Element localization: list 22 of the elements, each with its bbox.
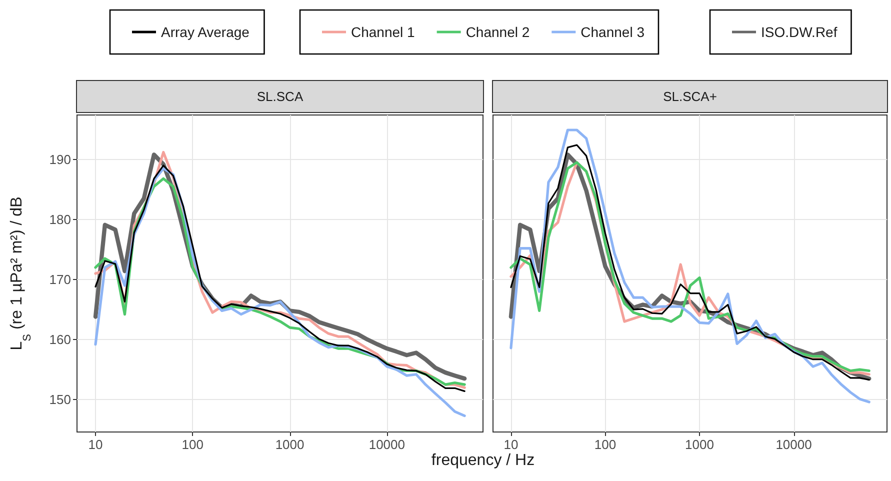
- legend-label: Array Average: [161, 24, 250, 40]
- y-tick-label: 180: [49, 212, 71, 227]
- y-axis-title: LS (re 1 µPa² m²) / dB: [8, 196, 34, 350]
- x-tick-label: 10000: [368, 437, 406, 452]
- x-tick-label: 1000: [275, 437, 304, 452]
- chart-title: SL.SCA: [256, 89, 304, 104]
- legend-label: ISO.DW.Ref: [761, 24, 838, 40]
- x-tick-label: 1000: [685, 437, 714, 452]
- legend-label: Channel 2: [466, 24, 530, 40]
- x-tick-label: 10: [88, 437, 103, 452]
- y-tick-label: 170: [49, 272, 71, 288]
- y-tick-label: 190: [49, 152, 71, 167]
- x-axis-title: frequency / Hz: [430, 452, 536, 471]
- y-tick-label: 150: [49, 392, 71, 408]
- legend-label: Channel 1: [351, 24, 416, 40]
- legend-label: Channel 3: [580, 24, 645, 40]
- chart-title: SL.SCA+: [663, 89, 717, 104]
- x-tick-label: 10: [504, 437, 518, 452]
- x-tick-label: 100: [182, 437, 204, 452]
- y-tick-label: 160: [49, 332, 71, 348]
- x-tick-label: 100: [594, 437, 616, 452]
- x-tick-label: 10000: [776, 437, 812, 452]
